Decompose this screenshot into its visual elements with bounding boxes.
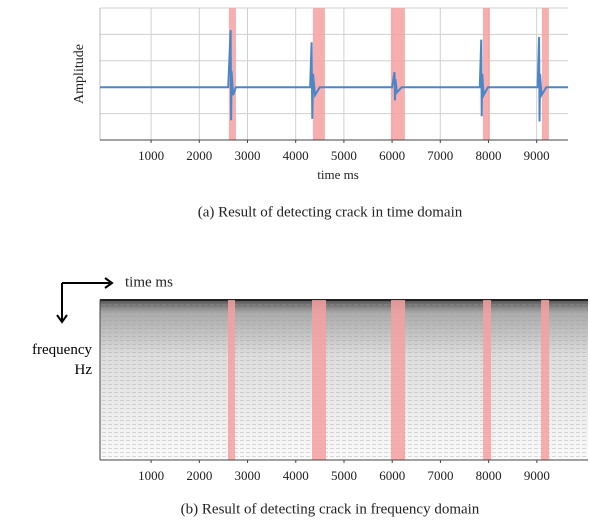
detection-band: [541, 300, 550, 460]
time-chart: Amplitude 1000 2000 3000 4000 5000 6000 7000 800…: [72, 7, 568, 220]
x-tick-label: 7000: [427, 468, 453, 483]
y-label-box: frequency Hz: [32, 342, 92, 378]
x-tick-label: 2000: [186, 148, 212, 163]
x-axis-label: time ms: [317, 167, 359, 182]
axis-arrows: [56, 277, 114, 324]
x-tick-label: 7000: [427, 148, 453, 163]
x-tick-label: 5000: [331, 148, 357, 163]
x-tick-label: 3000: [235, 468, 261, 483]
waveform: [100, 30, 568, 122]
detection-band: [311, 300, 327, 460]
x-tick-label: 9000: [524, 468, 550, 483]
x-tick-label: 1000: [138, 468, 164, 483]
x-tick-label: 2000: [186, 468, 212, 483]
detection-band: [390, 8, 405, 140]
x-tick-label: 9000: [524, 148, 550, 163]
x-axis-label: time ms: [125, 274, 173, 290]
y-axis-label: Amplitude: [72, 44, 87, 104]
x-tick-label: 8000: [475, 148, 501, 163]
y-axis-label: frequency Hz: [32, 342, 92, 378]
detection-band: [483, 300, 492, 460]
detection-band: [482, 8, 490, 140]
detection-band: [541, 8, 549, 140]
spectrogram-chart: time ms frequency Hz 1000 2000 3000 4000 5000 6…: [32, 274, 588, 517]
x-tick-label: 3000: [234, 148, 260, 163]
caption: (b) Result of detecting crack in frequen…: [181, 501, 480, 517]
detection-band: [391, 300, 406, 460]
x-tick-label: 6000: [379, 148, 405, 163]
x-tick-label: 4000: [283, 468, 309, 483]
detection-band: [227, 300, 236, 460]
x-tick-label: 5000: [331, 468, 357, 483]
x-tick-label: 1000: [138, 148, 164, 163]
x-tick-label: 4000: [283, 148, 309, 163]
caption: (a) Result of detecting crack in time do…: [198, 204, 463, 220]
x-tick-label: 8000: [476, 468, 502, 483]
detection-band: [312, 8, 325, 140]
spectrogram-texture: [100, 300, 588, 460]
x-tick-label: 6000: [379, 468, 405, 483]
